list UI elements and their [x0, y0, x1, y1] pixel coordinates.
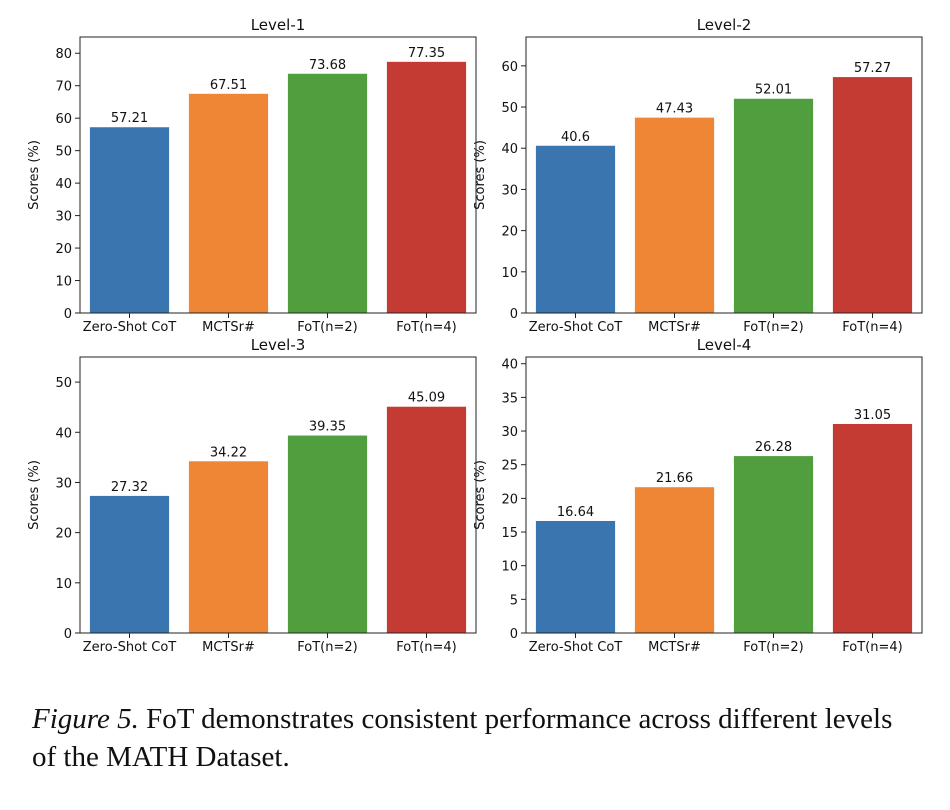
chart-level-2: Level-2 Scores (%) 0 10 20 30 40 50 60 40.6 Zero-S…	[473, 16, 923, 335]
bar-zero-shot-cot	[89, 495, 170, 633]
bar-mctsr	[634, 117, 715, 313]
x-tick-label: Zero-Shot CoT	[529, 320, 623, 335]
x-tick-label: MCTSr#	[648, 320, 701, 335]
data-label: 57.21	[111, 111, 148, 126]
bar-fot-n-4	[386, 406, 467, 633]
chart-title: Level-4	[697, 336, 752, 354]
data-label: 73.68	[309, 58, 346, 73]
y-tick-label: 40	[501, 358, 518, 373]
y-tick-label: 30	[55, 476, 72, 491]
plot-frame	[525, 356, 923, 634]
data-label: 52.01	[755, 83, 792, 98]
plot-frame	[79, 36, 477, 314]
data-label: 39.35	[309, 420, 346, 435]
y-tick-label: 40	[501, 142, 518, 157]
bar-fot-n-2	[287, 435, 368, 633]
y-tick-label: 60	[55, 112, 72, 127]
y-tick-label: 10	[501, 266, 518, 281]
x-tick-label: Zero-Shot CoT	[83, 320, 177, 335]
x-tick-label: FoT(n=4)	[842, 640, 902, 655]
data-label: 34.22	[210, 445, 247, 460]
data-label: 16.64	[557, 505, 594, 520]
y-axis-label: Scores (%)	[473, 140, 488, 210]
x-tick-label: FoT(n=2)	[743, 640, 803, 655]
y-tick-label: 50	[55, 145, 72, 160]
chart-title: Level-2	[697, 16, 752, 34]
bar-fot-n-4	[832, 423, 913, 633]
y-tick-label: 0	[64, 307, 72, 322]
data-label: 31.05	[854, 408, 891, 423]
bar-fot-n-4	[832, 77, 913, 314]
x-tick-label: FoT(n=4)	[396, 640, 456, 655]
y-tick-label: 5	[510, 593, 518, 608]
y-tick-label: 50	[501, 101, 518, 116]
y-tick-label: 10	[501, 560, 518, 575]
data-label: 40.6	[561, 130, 590, 145]
y-tick-label: 60	[501, 60, 518, 75]
y-tick-label: 15	[501, 526, 518, 541]
y-axis-label: Scores (%)	[27, 460, 42, 530]
y-axis-label: Scores (%)	[27, 140, 42, 210]
chart-title: Level-1	[251, 16, 306, 34]
bar-fot-n-2	[733, 456, 814, 633]
data-label: 21.66	[656, 471, 693, 486]
y-tick-label: 30	[501, 183, 518, 198]
y-tick-label: 25	[501, 459, 518, 474]
data-label: 77.35	[408, 46, 445, 61]
y-tick-label: 30	[55, 210, 72, 225]
bar-fot-n-2	[733, 98, 814, 313]
bar-mctsr	[188, 461, 269, 633]
chart-title: Level-3	[251, 336, 306, 354]
bar-zero-shot-cot	[535, 520, 616, 633]
y-tick-label: 80	[55, 47, 72, 62]
x-tick-label: Zero-Shot CoT	[529, 640, 623, 655]
caption-label: Figure 5.	[32, 703, 139, 735]
data-label: 27.32	[111, 480, 148, 495]
data-label: 67.51	[210, 78, 247, 93]
y-tick-label: 50	[55, 376, 72, 391]
plot-frame	[525, 36, 923, 314]
bar-mctsr	[634, 487, 715, 633]
x-tick-label: MCTSr#	[202, 320, 255, 335]
y-tick-label: 20	[501, 225, 518, 240]
x-tick-label: FoT(n=2)	[743, 320, 803, 335]
chart-level-4: Level-4 Scores (%) 0 5 10 15 20 25 30 35 40 16.64 Ze…	[473, 336, 923, 655]
bar-zero-shot-cot	[89, 127, 170, 313]
bar-zero-shot-cot	[535, 145, 616, 313]
y-tick-label: 40	[55, 426, 72, 441]
x-tick-label: FoT(n=2)	[297, 640, 357, 655]
y-tick-label: 20	[501, 492, 518, 507]
chart-level-1: Level-1 Scores (%) 0 10 20 30 40 50 60 70 80 57.21 Z…	[27, 16, 477, 335]
y-tick-label: 0	[64, 627, 72, 642]
chart-level-3: Level-3 Scores (%) 0 10 20 30 40 50 27.32 Zero-Sh…	[27, 336, 477, 655]
data-label: 57.27	[854, 61, 891, 76]
x-tick-label: FoT(n=2)	[297, 320, 357, 335]
caption-text: FoT demonstrates consistent performance …	[32, 703, 893, 773]
x-tick-label: MCTSr#	[648, 640, 701, 655]
y-tick-label: 20	[55, 527, 72, 542]
y-tick-label: 10	[55, 275, 72, 290]
data-label: 47.43	[656, 102, 693, 117]
y-tick-label: 10	[55, 577, 72, 592]
data-label: 45.09	[408, 391, 445, 406]
x-tick-label: FoT(n=4)	[842, 320, 902, 335]
x-tick-label: Zero-Shot CoT	[83, 640, 177, 655]
x-tick-label: FoT(n=4)	[396, 320, 456, 335]
y-tick-label: 20	[55, 242, 72, 257]
bar-fot-n-4	[386, 61, 467, 314]
y-tick-label: 70	[55, 80, 72, 95]
y-tick-label: 0	[510, 307, 518, 322]
y-tick-label: 0	[510, 627, 518, 642]
x-tick-label: MCTSr#	[202, 640, 255, 655]
data-label: 26.28	[755, 440, 792, 455]
y-tick-label: 40	[55, 177, 72, 192]
bar-fot-n-2	[287, 73, 368, 313]
y-axis-label: Scores (%)	[473, 460, 488, 530]
y-tick-label: 30	[501, 425, 518, 440]
bar-mctsr	[188, 93, 269, 313]
figure-caption: Figure 5. FoT demonstrates consistent pe…	[32, 700, 912, 776]
y-tick-label: 35	[501, 391, 518, 406]
plot-frame	[79, 356, 477, 634]
